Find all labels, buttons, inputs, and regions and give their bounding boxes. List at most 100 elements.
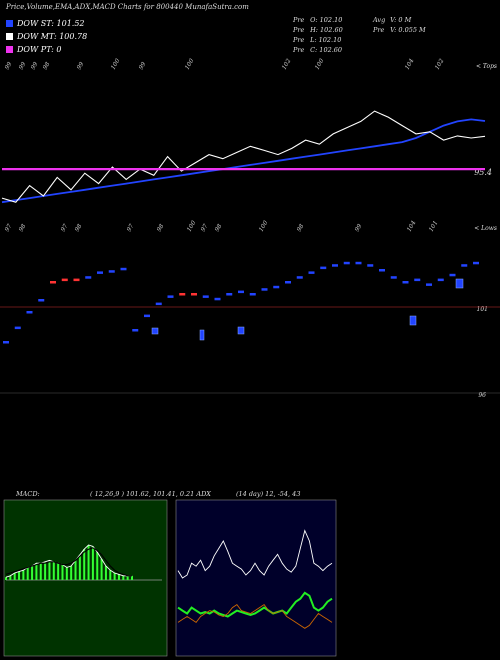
candle (108, 270, 115, 273)
top-label: 100 (184, 57, 196, 71)
prev-high-value: H: 102.60 (310, 26, 343, 34)
candle (332, 264, 338, 267)
low-label: 97 (4, 223, 14, 233)
avg-volume: Avg V: 0 M (373, 15, 426, 25)
top-label: 99 (18, 61, 28, 71)
candle (437, 278, 444, 282)
prev-volume-key: Pre (373, 26, 385, 34)
candle (226, 293, 233, 296)
candle (414, 278, 421, 282)
candle-body (455, 278, 464, 289)
low-label: 100 (258, 219, 270, 233)
candle-body (151, 327, 159, 335)
low-label: 98 (156, 223, 166, 233)
candle (73, 278, 80, 282)
low-label: 98 (214, 223, 224, 233)
legend-swatch-mt (6, 33, 13, 40)
chart-title: Price,Volume,EMA,ADX,MACD Charts for 800… (6, 3, 249, 11)
candle (367, 264, 374, 267)
candle (343, 261, 350, 265)
top-label: 99 (4, 61, 14, 71)
candle (167, 295, 174, 298)
candle (390, 276, 397, 279)
low-label: 97 (126, 223, 136, 233)
prev-close: Pre C: 102.60 (293, 45, 343, 55)
candle (50, 281, 56, 284)
prev-ohlc-block: Pre O: 102.10 Pre H: 102.60 Pre L: 102.1… (293, 15, 343, 55)
candle (379, 269, 385, 272)
price-last-label: 95.4 (474, 168, 492, 177)
macd-panel (5, 544, 162, 581)
adx-series-di (177, 591, 333, 618)
low-label: 98 (18, 223, 28, 233)
adx-panel (177, 529, 333, 629)
prev-low-value: L: 102.10 (310, 36, 342, 44)
top-label: 102 (434, 57, 446, 71)
top-label: 99 (138, 61, 148, 71)
price-series-dow-mt (1, 110, 486, 203)
candle (461, 264, 468, 267)
candle (191, 293, 197, 296)
candle (155, 302, 162, 306)
legend-swatch-st (6, 20, 13, 27)
top-label: 100 (110, 57, 122, 71)
candle (132, 329, 139, 332)
candle (449, 273, 456, 277)
top-label: 98 (42, 61, 52, 71)
price-series-dow-st (1, 118, 486, 204)
candle (202, 295, 209, 298)
candle (120, 267, 127, 271)
prev-close-key: Pre (293, 46, 305, 54)
legend-dow-pt-label: DOW PT: 0 (17, 45, 62, 54)
avg-volume-value: V: 0 M (390, 16, 412, 24)
right-label-101: 101 (476, 306, 488, 313)
prev-close-value: C: 102.60 (310, 46, 343, 54)
right-label-96: 96 (478, 392, 486, 399)
avg-volume-key: Avg (373, 16, 386, 24)
legend-dow-mt: DOW MT: 100.78 (6, 32, 87, 41)
prev-volume-value: V: 0.055 M (390, 26, 426, 34)
low-label: 101 (428, 220, 440, 233)
prev-open: Pre O: 102.10 (293, 15, 343, 25)
legend-swatch-pt (6, 46, 13, 53)
top-label: 99 (76, 61, 86, 71)
candle (473, 261, 479, 265)
low-label: 99 (354, 223, 364, 233)
low-label: 97 (200, 223, 210, 233)
candle (3, 341, 9, 344)
adx-panel-bg (175, 499, 337, 657)
legend-dow-st: DOW ST: 101.52 (6, 19, 85, 28)
top-label: 99 (30, 61, 40, 71)
candle (426, 283, 432, 286)
candle (38, 299, 45, 302)
candle (249, 293, 256, 296)
top-label: 104 (404, 57, 416, 71)
candle-body (409, 315, 417, 326)
top-label: 102 (281, 57, 293, 71)
candle (296, 276, 303, 279)
candle-body (237, 326, 245, 335)
macd-signal-line (5, 547, 132, 577)
macd-label: MACD: (16, 490, 40, 498)
legend-dow-st-label: DOW ST: 101.52 (17, 19, 85, 28)
prev-high: Pre H: 102.60 (293, 25, 343, 35)
candle (14, 326, 21, 330)
candle (402, 281, 409, 284)
legend-dow-pt: DOW PT: 0 (6, 45, 62, 54)
adx-series-adx (177, 529, 333, 579)
low-label: 97 (60, 223, 70, 233)
candle (26, 311, 33, 314)
low-label: 98 (296, 223, 306, 233)
prev-low-key: Pre (293, 36, 305, 44)
candle-panel (0, 261, 500, 394)
prev-open-value: O: 102.10 (310, 16, 343, 24)
lows-label: < Lows (474, 225, 497, 232)
adx-series-di (177, 603, 333, 629)
candle (261, 288, 268, 291)
candle (285, 281, 291, 284)
candle (85, 276, 92, 279)
candle (179, 293, 186, 296)
prev-open-key: Pre (293, 16, 305, 24)
